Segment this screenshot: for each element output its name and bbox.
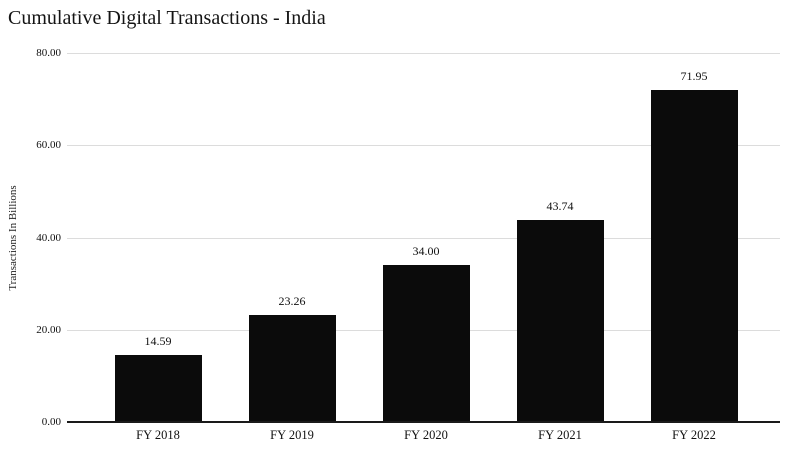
x-tick-label: FY 2018	[136, 428, 180, 442]
y-tick-label: 0.00	[41, 416, 61, 428]
plot-area: 14.59 23.26 34.00 43.74 71.95	[67, 53, 780, 423]
bar	[114, 354, 202, 422]
gridline	[67, 53, 780, 54]
y-tick-label: 80.00	[36, 47, 61, 59]
x-tick-label: FY 2022	[672, 428, 716, 442]
bar	[248, 314, 336, 422]
y-tick-label: 20.00	[36, 323, 61, 336]
bar-value-label: 43.74	[546, 199, 574, 214]
x-axis-line	[67, 421, 780, 423]
chart-title: Cumulative Digital Transactions - India	[8, 7, 326, 29]
y-tick-label: 40.00	[36, 231, 61, 244]
y-tick-label: 60.00	[36, 139, 61, 152]
x-tick-label: FY 2021	[538, 428, 582, 442]
bar-value-label: 14.59	[144, 333, 172, 348]
x-tick-label: FY 2019	[270, 428, 314, 442]
gridline	[67, 237, 780, 239]
bar-value-label: 34.00	[412, 244, 440, 259]
bar-value-label: 23.26	[278, 293, 306, 308]
x-tick-label: FY 2020	[404, 428, 448, 442]
bar-value-label: 71.95	[680, 69, 708, 84]
gridline	[67, 145, 780, 147]
bars-group: 14.59 23.26 34.00 43.74 71.95	[91, 53, 761, 422]
bar	[516, 220, 604, 422]
bar	[382, 265, 470, 422]
bar	[650, 90, 738, 422]
